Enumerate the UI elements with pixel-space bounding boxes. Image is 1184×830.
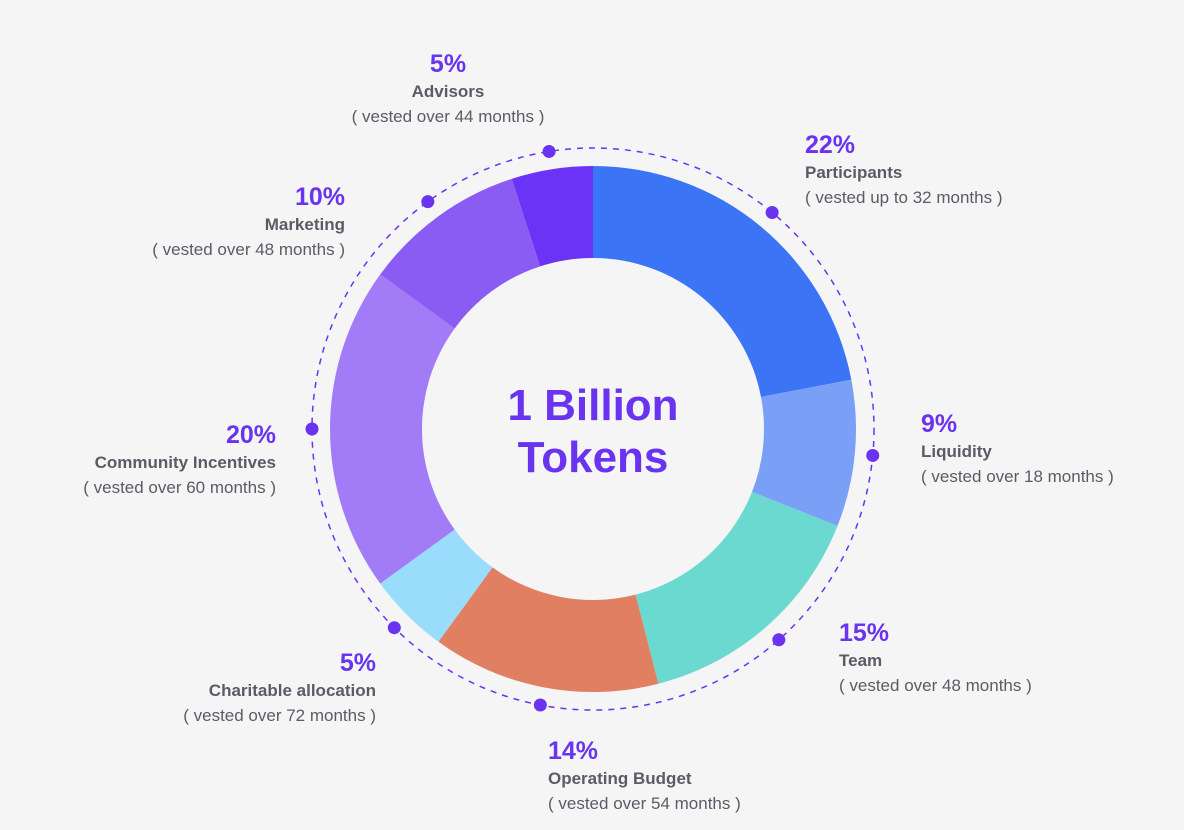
marker-dot-participants: [765, 205, 779, 219]
label-name: Charitable allocation: [208, 681, 376, 700]
label-marketing: 10% Marketing ( vested over 48 months ): [60, 183, 345, 259]
slice-charitable-allocation: [380, 529, 493, 642]
slice-advisors: [511, 166, 593, 267]
label-pct: 10%: [294, 183, 345, 211]
label-name: Participants: [805, 163, 903, 182]
label-pct: 5%: [429, 50, 467, 78]
label-pct: 20%: [225, 421, 276, 449]
slice-marketing: [380, 178, 541, 329]
label-note: ( vested over 48 months ): [839, 676, 1032, 695]
label-operating-budget: 14% Operating Budget ( vested over 54 mo…: [548, 737, 741, 813]
label-note: ( vested over 44 months ): [351, 107, 545, 126]
label-note: ( vested over 48 months ): [152, 240, 345, 259]
slice-operating-budget: [438, 567, 659, 692]
marker-dot-community-incentives: [305, 422, 319, 436]
slice-participants: [593, 166, 852, 397]
label-pct: 9%: [921, 410, 958, 438]
marker-dot-operating-budget: [533, 698, 547, 712]
marker-dot-liquidity: [866, 448, 880, 462]
slice-community-incentives: [330, 274, 455, 584]
center-title-line1: 1 Billion: [507, 381, 679, 430]
label-note: ( vested over 18 months ): [921, 467, 1114, 486]
center-title-line2: Tokens: [517, 433, 669, 482]
label-name: Advisors: [411, 82, 485, 101]
label-community-incentives: 20% Community Incentives ( vested over 6…: [20, 421, 276, 497]
label-note: ( vested over 54 months ): [548, 794, 741, 813]
label-pct: 22%: [805, 131, 856, 159]
guide-ring: [311, 147, 875, 711]
label-name: Liquidity: [921, 442, 992, 461]
label-note: ( vested up to 32 months ): [805, 188, 1003, 207]
label-name: Marketing: [264, 215, 345, 234]
marker-dot-team: [772, 633, 786, 647]
label-liquidity: 9% Liquidity ( vested over 18 months ): [921, 410, 1114, 486]
marker-dot-marketing: [421, 195, 435, 209]
label-name: Team: [839, 651, 883, 670]
label-note: ( vested over 72 months ): [183, 706, 376, 725]
label-pct: 15%: [839, 619, 890, 647]
label-name: Community Incentives: [94, 453, 276, 472]
slice-team: [635, 491, 838, 684]
slice-liquidity: [751, 379, 856, 526]
marker-dot-advisors: [542, 144, 556, 158]
label-participants: 22% Participants ( vested up to 32 month…: [805, 131, 1003, 207]
label-charitable-allocation: 5% Charitable allocation ( vested over 7…: [96, 649, 376, 725]
label-pct: 14%: [548, 737, 599, 765]
label-name: Operating Budget: [548, 769, 692, 788]
label-pct: 5%: [339, 649, 376, 677]
marker-dot-charitable-allocation: [387, 621, 401, 635]
center-title: 1 Billion Tokens: [443, 380, 743, 484]
label-team: 15% Team ( vested over 48 months ): [839, 619, 1032, 695]
label-note: ( vested over 60 months ): [83, 478, 276, 497]
label-advisors: 5% Advisors ( vested over 44 months ): [298, 50, 598, 126]
